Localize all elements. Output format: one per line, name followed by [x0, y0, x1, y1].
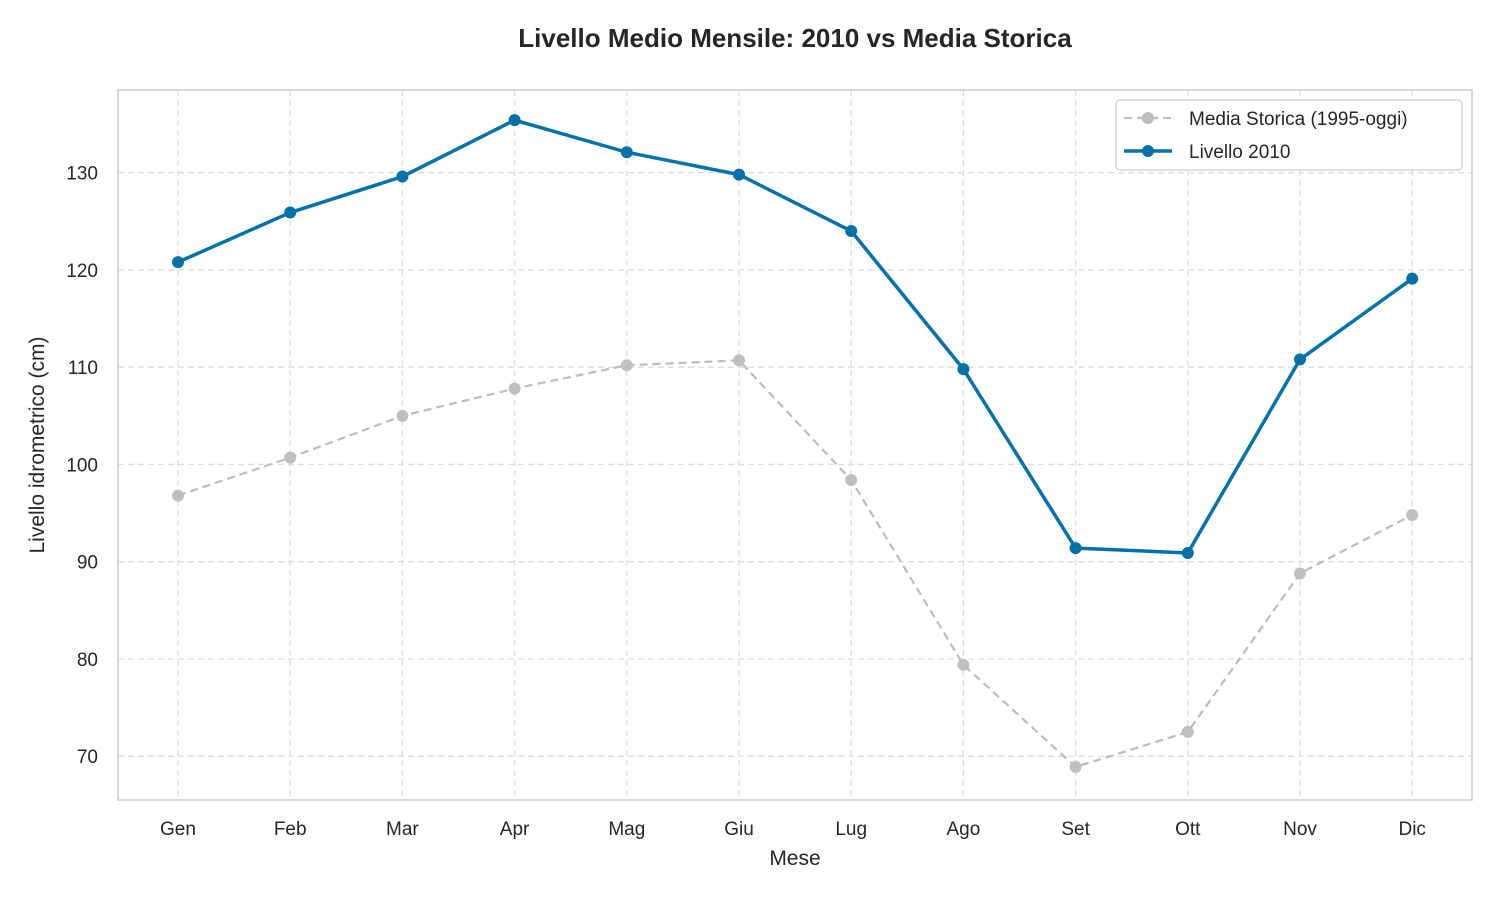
- data-point: [1406, 272, 1419, 285]
- y-tick-label: 130: [66, 164, 98, 185]
- series-historical-average: [172, 354, 1419, 773]
- data-point: [396, 409, 409, 422]
- x-tick-label: Lug: [835, 819, 867, 840]
- data-point: [172, 489, 184, 502]
- x-tick-label: Nov: [1283, 819, 1317, 840]
- x-tick-label: Dic: [1398, 819, 1425, 840]
- x-tick-label: Apr: [500, 819, 530, 840]
- x-tick-label: Mag: [608, 819, 645, 840]
- data-point: [957, 658, 970, 671]
- data-point: [1406, 509, 1419, 522]
- data-point: [845, 225, 858, 238]
- y-tick-label: 120: [66, 261, 98, 282]
- data-point: [1069, 760, 1082, 773]
- series-line: [177, 118, 1414, 555]
- data-point: [508, 114, 521, 127]
- y-axis-ticks: 70 80 90 100 110 120 130: [66, 164, 98, 769]
- data-point: [1181, 725, 1194, 738]
- data-point: [845, 474, 858, 487]
- legend-box: [1115, 99, 1463, 171]
- data-point: [620, 359, 633, 372]
- series-line: [177, 359, 1413, 769]
- x-tick-label: Ott: [1175, 819, 1201, 840]
- data-point: [733, 354, 745, 367]
- x-axis-label: Mese: [769, 847, 820, 870]
- x-tick-label: Set: [1061, 819, 1090, 840]
- x-tick-label: Giu: [724, 819, 754, 840]
- y-axis-label: Livello idrometrico (cm): [26, 336, 49, 553]
- data-point: [957, 363, 970, 376]
- series-level-2010: [172, 114, 1419, 559]
- chart-title: Livello Medio Mensile: 2010 vs Media Sto…: [518, 23, 1072, 53]
- x-tick-label: Ago: [946, 819, 980, 840]
- data-point: [620, 146, 633, 159]
- y-tick-label: 80: [77, 650, 98, 671]
- y-tick-label: 70: [77, 747, 98, 768]
- data-point: [1181, 546, 1194, 559]
- data-point: [172, 256, 184, 269]
- data-point: [733, 168, 745, 181]
- series-layer: [172, 114, 1419, 773]
- x-tick-label: Gen: [160, 819, 196, 840]
- y-tick-label: 90: [77, 553, 98, 574]
- data-point: [284, 451, 297, 464]
- x-tick-label: Mar: [386, 819, 419, 840]
- data-point: [1069, 542, 1082, 555]
- y-tick-label: 100: [66, 455, 98, 476]
- data-point: [1294, 353, 1306, 366]
- data-point: [508, 382, 521, 395]
- legend-label-2010: Livello 2010: [1189, 142, 1290, 163]
- plot-frame: [117, 89, 1473, 801]
- x-tick-label: Feb: [274, 819, 307, 840]
- legend: Media Storica (1995-oggi) Livello 2010: [1115, 99, 1463, 171]
- y-tick-label: 110: [68, 358, 98, 379]
- legend-label-historical: Media Storica (1995-oggi): [1189, 109, 1408, 130]
- x-axis-ticks: Gen Feb Mar Apr Mag Giu Lug Ago Set Ott Nov Dic: [160, 819, 1426, 840]
- data-point: [396, 170, 409, 183]
- legend-marker-2010-dot: [1142, 145, 1154, 157]
- data-point: [284, 206, 297, 219]
- grid-lines: [118, 90, 1472, 800]
- data-point: [1294, 567, 1306, 580]
- legend-marker-historical-dot: [1142, 112, 1154, 124]
